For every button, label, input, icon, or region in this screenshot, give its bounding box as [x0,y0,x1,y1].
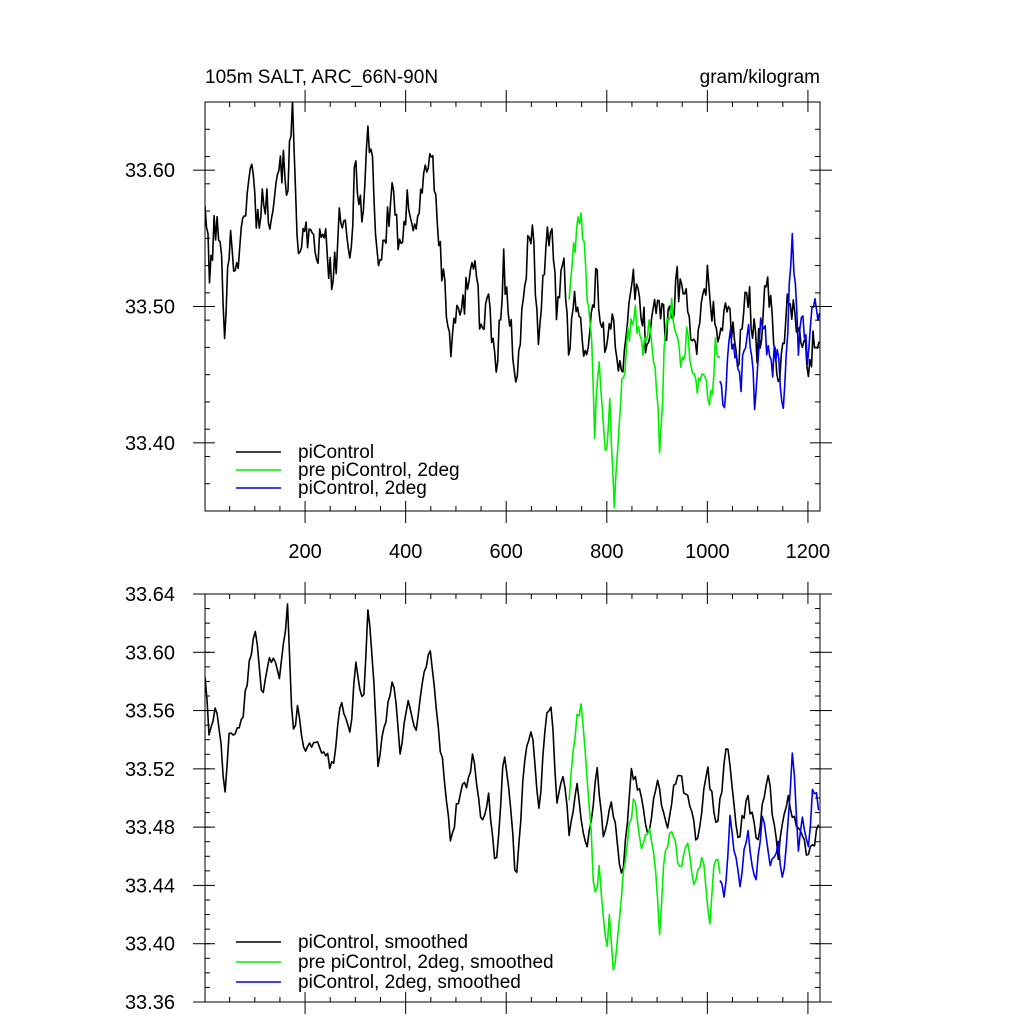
series-line-pre-picontrol-2deg [568,212,721,509]
series-line-picontrol-2deg [719,232,820,411]
y-tick-label: 33.56 [125,701,175,723]
y-tick-label: 33.40 [125,934,175,956]
x-tick-label: 1200 [786,541,831,563]
y-tick-label: 33.44 [125,875,175,897]
legend-label: piControl, smoothed [298,932,468,953]
chart-title: 105m SALT, ARC_66N-90N [205,67,438,88]
bottom-panel: 33.36 33.40 33.44 33.48 33.52 33.56 33.60 33.64… [125,582,832,1014]
legend-label: pre piControl, 2deg, smoothed [298,952,554,973]
legend-label: piControl, 2deg [298,478,427,499]
x-tick-label: 1000 [685,541,730,563]
legend-label: pre piControl, 2deg [298,460,460,481]
series-line-picontrol-smoothed [205,603,820,874]
series-line-picontrol [205,102,820,383]
x-tick-label: 400 [389,541,422,563]
x-tick-label: 600 [490,541,523,563]
legend-label: piControl, 2deg, smoothed [298,972,521,993]
y-tick-label: 33.40 [125,433,175,455]
y-tick-label: 33.60 [125,160,175,182]
y-tick-label: 33.36 [125,992,175,1014]
chart-units: gram/kilogram [700,67,820,88]
y-tick-label: 33.50 [125,297,175,319]
y-tick-label: 33.48 [125,817,175,839]
y-tick-label: 33.52 [125,759,175,781]
series-line-picontrol-2deg-smoothed [719,752,820,898]
y-tick-label: 33.64 [125,584,175,606]
series-line-pre-picontrol-2deg-smoothed [568,703,721,971]
x-tick-label: 200 [288,541,321,563]
y-tick-label: 33.60 [125,642,175,664]
x-tick-label: 800 [590,541,623,563]
top-panel: 200 400 600 800 1000 1200 33.40 33.50 33.60 piCon… [125,90,832,563]
legend-label: piControl [298,442,374,463]
